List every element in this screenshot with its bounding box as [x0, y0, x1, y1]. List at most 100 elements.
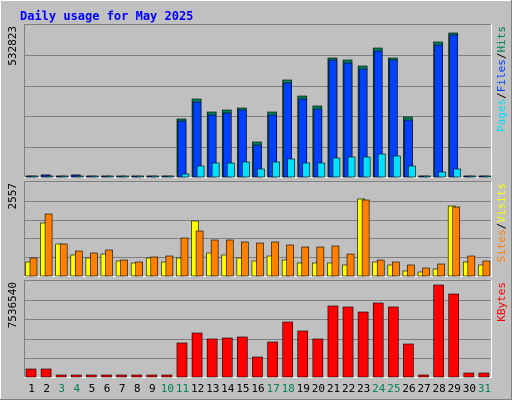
pages-bar	[75, 175, 84, 178]
day-label: 18	[282, 382, 295, 395]
sites-bar	[256, 242, 264, 277]
kbytes-bar	[403, 343, 414, 378]
pages-bar	[377, 153, 386, 178]
pages-bar	[45, 175, 54, 178]
sites-bar	[482, 260, 491, 277]
pages-bar	[60, 175, 69, 178]
legend-kbytes: KBytes	[495, 282, 508, 322]
pages-bar	[166, 175, 175, 178]
day-label: 28	[433, 382, 446, 395]
pages-bar	[272, 161, 280, 178]
chart-title: Daily usage for May 2025	[20, 9, 193, 23]
day-label: 29	[448, 382, 461, 395]
legend-pages: Pages	[495, 99, 508, 132]
sites-bar	[422, 267, 430, 277]
pages-bar	[453, 168, 462, 178]
kbytes-bar	[25, 368, 37, 378]
sites-bar	[59, 243, 68, 277]
kbytes-bar	[101, 374, 112, 378]
sites-bar	[241, 241, 249, 277]
day-label: 9	[149, 382, 156, 395]
sites-bar	[286, 244, 294, 277]
pages-bar	[196, 165, 205, 178]
panel-bottom-bars	[25, 284, 490, 378]
sites-bar	[407, 264, 415, 277]
panel-top	[24, 24, 492, 178]
day-label: 17	[266, 382, 279, 395]
day-label: 22	[342, 382, 355, 395]
pages-bar	[332, 157, 341, 178]
kbytes-bar	[237, 336, 248, 378]
pages-bar	[468, 175, 477, 178]
sites-bar	[120, 259, 128, 277]
kbytes-bar	[478, 372, 490, 378]
day-label: 31	[478, 382, 491, 395]
x-axis-day-labels: 1 2 3 4 5 6 7 8 9 10 11 12 13 14 15 16 17 18 19 20 21 22 23 24 2…	[28, 382, 491, 395]
kbytes-bar	[191, 332, 203, 378]
pages-bar	[151, 175, 160, 178]
top-max-label: 532823	[6, 26, 19, 66]
files-bar	[177, 120, 187, 178]
pages-bar	[106, 175, 114, 178]
kbytes-bar	[146, 374, 158, 378]
sites-bar	[29, 257, 38, 277]
panel-top-bars	[25, 32, 492, 178]
day-label: 24	[372, 382, 386, 395]
day-label: 11	[176, 382, 189, 395]
kbytes-bar	[176, 342, 188, 378]
sites-bar	[180, 237, 189, 277]
kbytes-bar	[161, 374, 173, 378]
pages-bar	[483, 175, 492, 178]
kbytes-bar	[327, 305, 339, 378]
day-label: 1	[28, 382, 35, 395]
kbytes-bar	[448, 293, 460, 378]
bottom-legend: KBytes	[495, 282, 508, 322]
legend-slash-2: /	[495, 53, 508, 60]
kbytes-bar	[131, 374, 142, 378]
day-label: 12	[191, 382, 204, 395]
kbytes-bar	[221, 337, 233, 378]
day-label: 16	[251, 382, 264, 395]
panel-middle-bars	[25, 198, 491, 277]
pages-bar	[121, 175, 129, 178]
sites-bar	[135, 261, 143, 277]
pages-bar	[408, 165, 416, 178]
pages-bar	[242, 161, 250, 178]
sites-bar	[467, 255, 476, 277]
files-bar	[449, 34, 459, 178]
pages-bar	[347, 156, 356, 178]
kbytes-bar	[463, 372, 475, 378]
kbytes-bar	[116, 374, 127, 378]
kbytes-bar	[70, 374, 82, 378]
day-label: 6	[104, 382, 111, 395]
day-label: 4	[74, 382, 81, 395]
day-label: 20	[312, 382, 325, 395]
kbytes-bar	[388, 306, 399, 378]
sites-bar	[361, 199, 370, 277]
pages-bar	[317, 162, 326, 178]
day-label: 25	[387, 382, 400, 395]
sites-bar	[331, 245, 340, 277]
middle-max-label: 2557	[6, 183, 19, 210]
sites-bar	[74, 250, 83, 277]
sites-bar	[437, 263, 445, 277]
pages-bar	[302, 162, 311, 178]
top-legend: Pages/Files/Hits	[495, 26, 508, 132]
sites-bar	[165, 255, 174, 277]
kbytes-bar	[40, 368, 52, 378]
pages-bar	[438, 171, 446, 178]
sites-bar	[271, 241, 279, 277]
day-label: 5	[89, 382, 96, 395]
bottom-max-label: 7536540	[6, 282, 19, 328]
sites-bar	[301, 246, 310, 277]
sites-bar	[150, 256, 159, 277]
kbytes-bar	[418, 374, 429, 378]
day-label: 13	[206, 382, 219, 395]
pages-bar	[226, 162, 235, 178]
legend-visits: Visits	[495, 183, 508, 223]
kbytes-bar	[297, 330, 309, 378]
panel-bottom	[24, 280, 492, 378]
pages-bar	[362, 156, 371, 178]
panel-middle	[24, 181, 492, 277]
